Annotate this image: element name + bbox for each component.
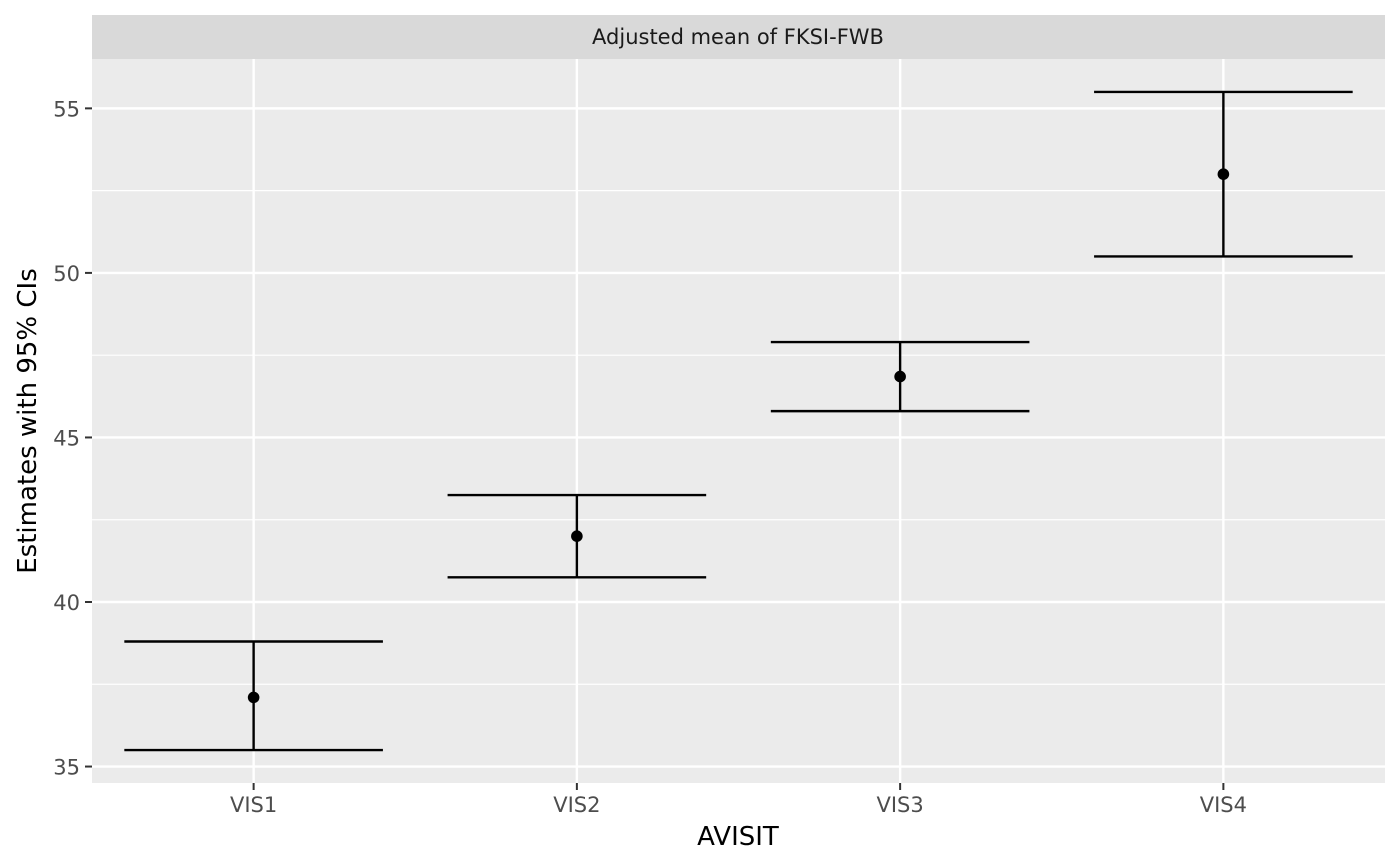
y-axis-title: Estimates with 95% CIs bbox=[13, 268, 43, 574]
y-tick-label: 40 bbox=[53, 591, 80, 615]
estimate-point bbox=[571, 530, 583, 542]
x-tick-label: VIS1 bbox=[230, 793, 277, 817]
facet-title: Adjusted mean of FKSI-FWB bbox=[592, 25, 884, 49]
y-tick-label: 45 bbox=[53, 426, 80, 450]
strip-background bbox=[92, 15, 1385, 59]
x-axis: VIS1 VIS2 VIS3 VIS4 bbox=[230, 783, 1247, 817]
panel-background bbox=[92, 59, 1385, 783]
minor-gridlines bbox=[92, 190, 1385, 685]
y-axis: 35 40 45 50 55 bbox=[53, 97, 92, 780]
y-tick-label: 50 bbox=[53, 262, 80, 286]
x-tick-label: VIS3 bbox=[877, 793, 924, 817]
x-axis-title: AVISIT bbox=[697, 822, 779, 852]
y-tick-label: 35 bbox=[53, 756, 80, 780]
estimate-point bbox=[894, 370, 906, 383]
y-tick-label: 55 bbox=[53, 97, 80, 121]
estimate-point bbox=[1217, 168, 1230, 180]
x-tick-label: VIS2 bbox=[553, 793, 600, 817]
x-tick-label: VIS4 bbox=[1200, 793, 1247, 817]
error-bars bbox=[124, 90, 1353, 752]
estimate-point bbox=[247, 691, 260, 704]
